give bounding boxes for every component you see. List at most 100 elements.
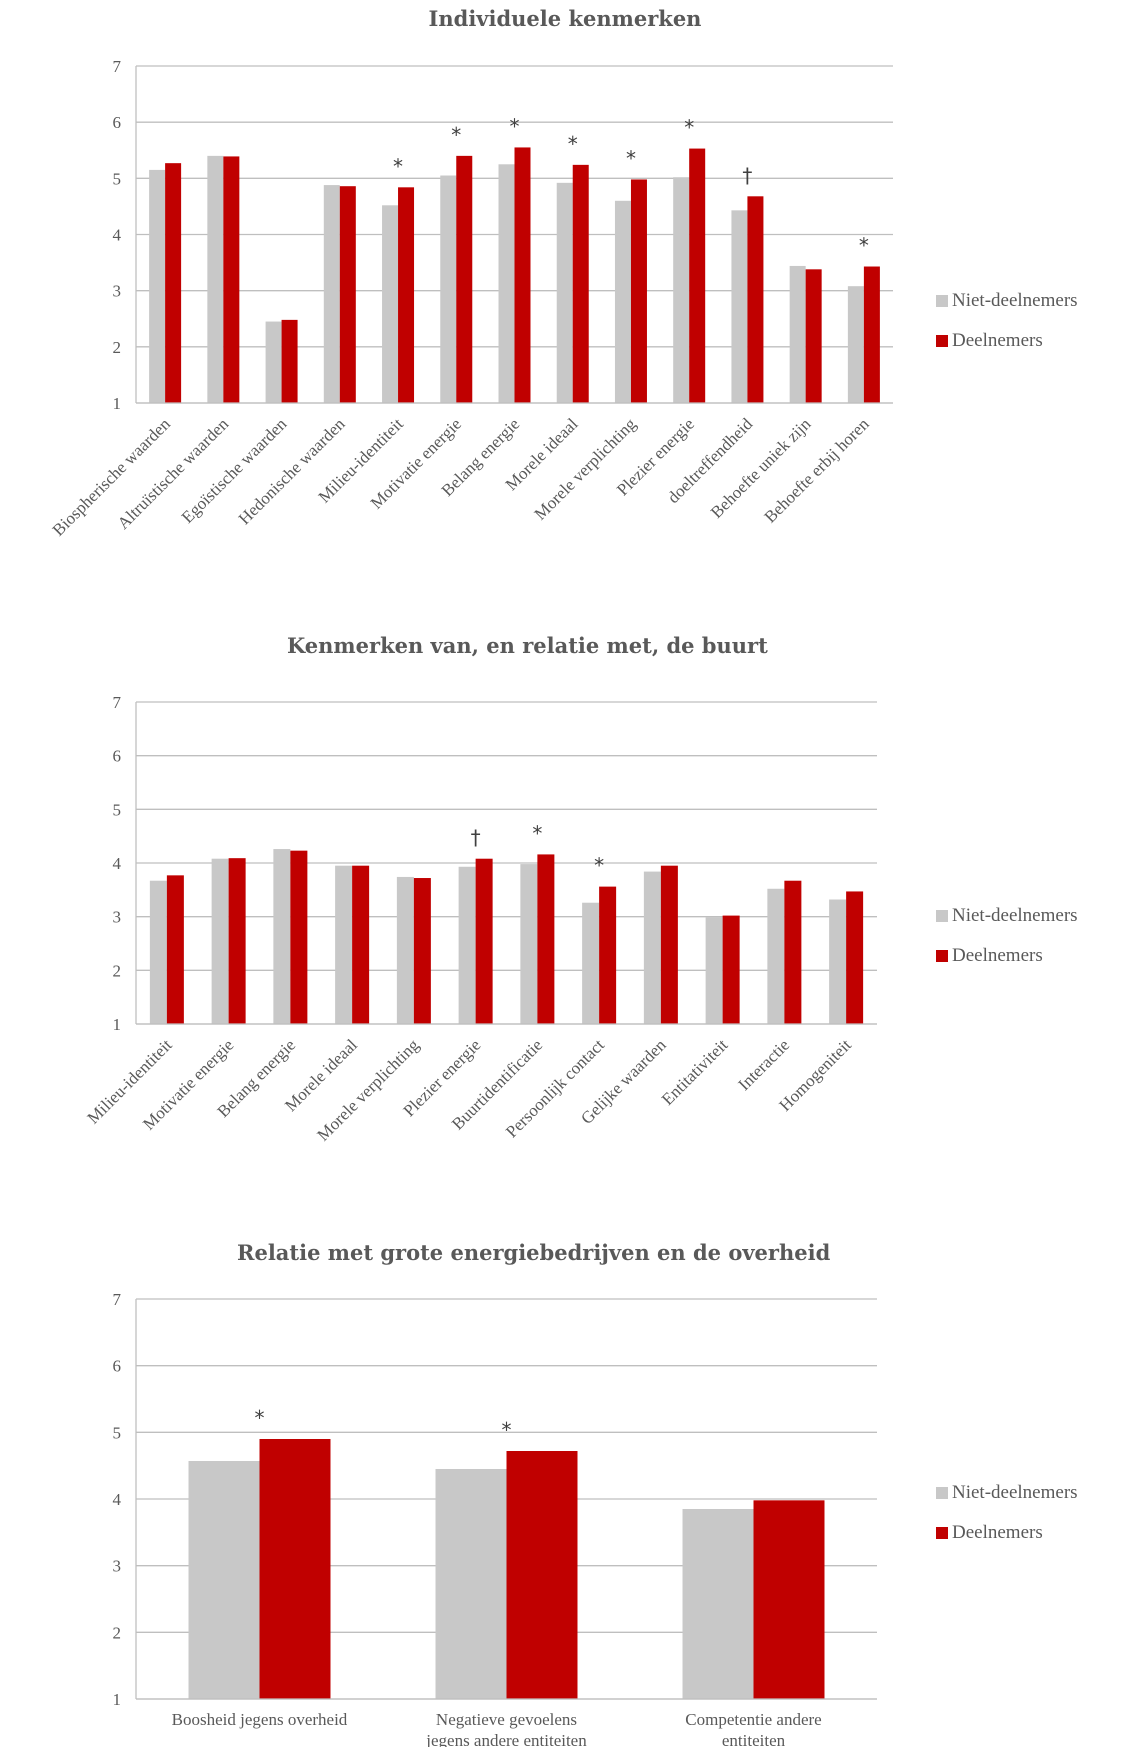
bar-deelnemers xyxy=(863,266,880,403)
legend-item-niet-deelnemers: Niet-deelnemers xyxy=(936,905,1078,927)
x-category-label: Interactie xyxy=(734,1035,793,1094)
chart-kenmerken-buurt: Kenmerken van, en relatie met, de buurt … xyxy=(0,615,1130,1175)
bar-niet-deelnemers xyxy=(440,175,457,403)
y-tick-label: 7 xyxy=(113,1290,122,1309)
bar-deelnemers xyxy=(514,147,531,403)
bar-deelnemers xyxy=(339,186,356,403)
x-category-label: Behoefte erbij horen xyxy=(760,414,873,527)
y-tick-label: 2 xyxy=(113,338,122,357)
bar-niet-deelnemers xyxy=(149,169,166,403)
bar-niet-deelnemers xyxy=(556,182,573,403)
bar-niet-deelnemers xyxy=(188,1461,260,1699)
chart-title: Relatie met grote energiebedrijven en de… xyxy=(237,1240,831,1265)
y-tick-label: 5 xyxy=(113,1423,122,1442)
significance-marker: * xyxy=(859,234,869,258)
legend-item-deelnemers: Deelnemers xyxy=(936,1522,1078,1544)
chart-relatie-energiebedrijven-overheid: Relatie met grote energiebedrijven en de… xyxy=(0,1230,1130,1747)
bar-deelnemers xyxy=(747,196,764,403)
bar-niet-deelnemers xyxy=(458,866,476,1024)
legend-swatch-red xyxy=(936,335,948,347)
y-tick-label: 7 xyxy=(113,693,122,712)
legend-item-deelnemers: Deelnemers xyxy=(936,330,1078,352)
bar-niet-deelnemers xyxy=(382,205,399,403)
bar-niet-deelnemers xyxy=(207,155,224,403)
legend-label: Deelnemers xyxy=(952,330,1043,351)
x-category-label: Morele verplichting xyxy=(313,1035,423,1145)
bar-deelnemers xyxy=(352,865,370,1024)
chart-legend: Niet-deelnemers Deelnemers xyxy=(936,290,1078,370)
legend-item-niet-deelnemers: Niet-deelnemers xyxy=(936,290,1078,312)
significance-marker: * xyxy=(255,1406,265,1430)
bar-niet-deelnemers xyxy=(323,185,340,403)
x-category-label: Altruïstische waarden xyxy=(114,414,233,533)
chart-title: Kenmerken van, en relatie met, de buurt xyxy=(287,633,768,658)
bar-deelnemers xyxy=(784,880,802,1024)
y-tick-label: 3 xyxy=(113,908,122,927)
significance-marker: * xyxy=(510,114,520,138)
y-tick-label: 1 xyxy=(113,394,122,413)
bar-deelnemers xyxy=(660,865,678,1024)
legend-label: Deelnemers xyxy=(952,1522,1043,1543)
bar-deelnemers xyxy=(166,875,184,1024)
x-category-label: Egoïstische waarden xyxy=(178,414,291,527)
chart-individuele-kenmerken: Individuele kenmerken 1 2 3 4 5 6 7 Biospherisc… xyxy=(0,0,1130,560)
bar-deelnemers xyxy=(413,878,431,1024)
legend-label: Niet-deelnemers xyxy=(952,290,1078,311)
bar-niet-deelnemers xyxy=(211,858,229,1024)
bar-deelnemers xyxy=(223,156,240,403)
bar-niet-deelnemers xyxy=(789,265,806,403)
bar-deelnemers xyxy=(475,858,493,1024)
bar-deelnemers xyxy=(805,269,822,403)
y-tick-label: 5 xyxy=(113,169,122,188)
bar-deelnemers xyxy=(506,1451,578,1699)
y-tick-label: 2 xyxy=(113,1623,122,1642)
bar-niet-deelnemers xyxy=(435,1469,507,1699)
bar-deelnemers xyxy=(259,1439,331,1699)
legend-item-deelnemers: Deelnemers xyxy=(936,945,1078,967)
y-tick-label: 7 xyxy=(113,57,122,76)
bar-niet-deelnemers xyxy=(731,210,748,403)
y-tick-label: 2 xyxy=(113,961,122,980)
x-category-label: Negatieve gevoelens jegens andere entitei… xyxy=(425,1710,587,1747)
bar-deelnemers xyxy=(281,319,298,403)
y-tick-label: 6 xyxy=(113,1357,122,1376)
bar-niet-deelnemers xyxy=(396,876,414,1024)
legend-swatch-grey xyxy=(936,1487,948,1499)
x-category-label: Hedonische waarden xyxy=(235,414,349,528)
bar-deelnemers xyxy=(630,179,647,403)
bar-deelnemers xyxy=(722,915,740,1024)
bar-deelnemers xyxy=(228,858,246,1024)
significance-marker: * xyxy=(532,821,542,845)
y-tick-label: 4 xyxy=(113,226,122,245)
chart-title: Individuele kenmerken xyxy=(428,6,702,31)
bar-niet-deelnemers xyxy=(149,880,167,1024)
bar-deelnemers xyxy=(572,164,589,403)
legend-label: Niet-deelnemers xyxy=(952,905,1078,926)
legend-swatch-red xyxy=(936,950,948,962)
legend-label: Niet-deelnemers xyxy=(952,1482,1078,1503)
bar-deelnemers xyxy=(290,850,308,1024)
significance-marker: * xyxy=(568,132,578,156)
y-tick-label: 4 xyxy=(113,854,122,873)
bar-niet-deelnemers xyxy=(767,888,785,1024)
bar-niet-deelnemers xyxy=(520,864,538,1024)
legend-item-niet-deelnemers: Niet-deelnemers xyxy=(936,1482,1078,1504)
bar-niet-deelnemers xyxy=(265,321,282,403)
bar-niet-deelnemers xyxy=(582,902,600,1024)
significance-marker: † xyxy=(742,163,752,187)
y-tick-label: 5 xyxy=(113,800,122,819)
y-tick-label: 3 xyxy=(113,1557,122,1576)
bar-niet-deelnemers xyxy=(673,177,690,403)
bar-deelnemers xyxy=(689,148,706,403)
bar-deelnemers xyxy=(753,1500,825,1699)
bar-niet-deelnemers xyxy=(614,200,631,403)
chart-legend: Niet-deelnemers Deelnemers xyxy=(936,905,1078,985)
bar-deelnemers xyxy=(456,155,473,403)
y-tick-label: 1 xyxy=(113,1690,122,1709)
bar-deelnemers xyxy=(398,187,415,403)
legend-swatch-grey xyxy=(936,295,948,307)
bar-niet-deelnemers xyxy=(682,1509,754,1699)
x-category-label: Morele verplichting xyxy=(531,414,641,524)
bar-deelnemers xyxy=(537,854,555,1024)
